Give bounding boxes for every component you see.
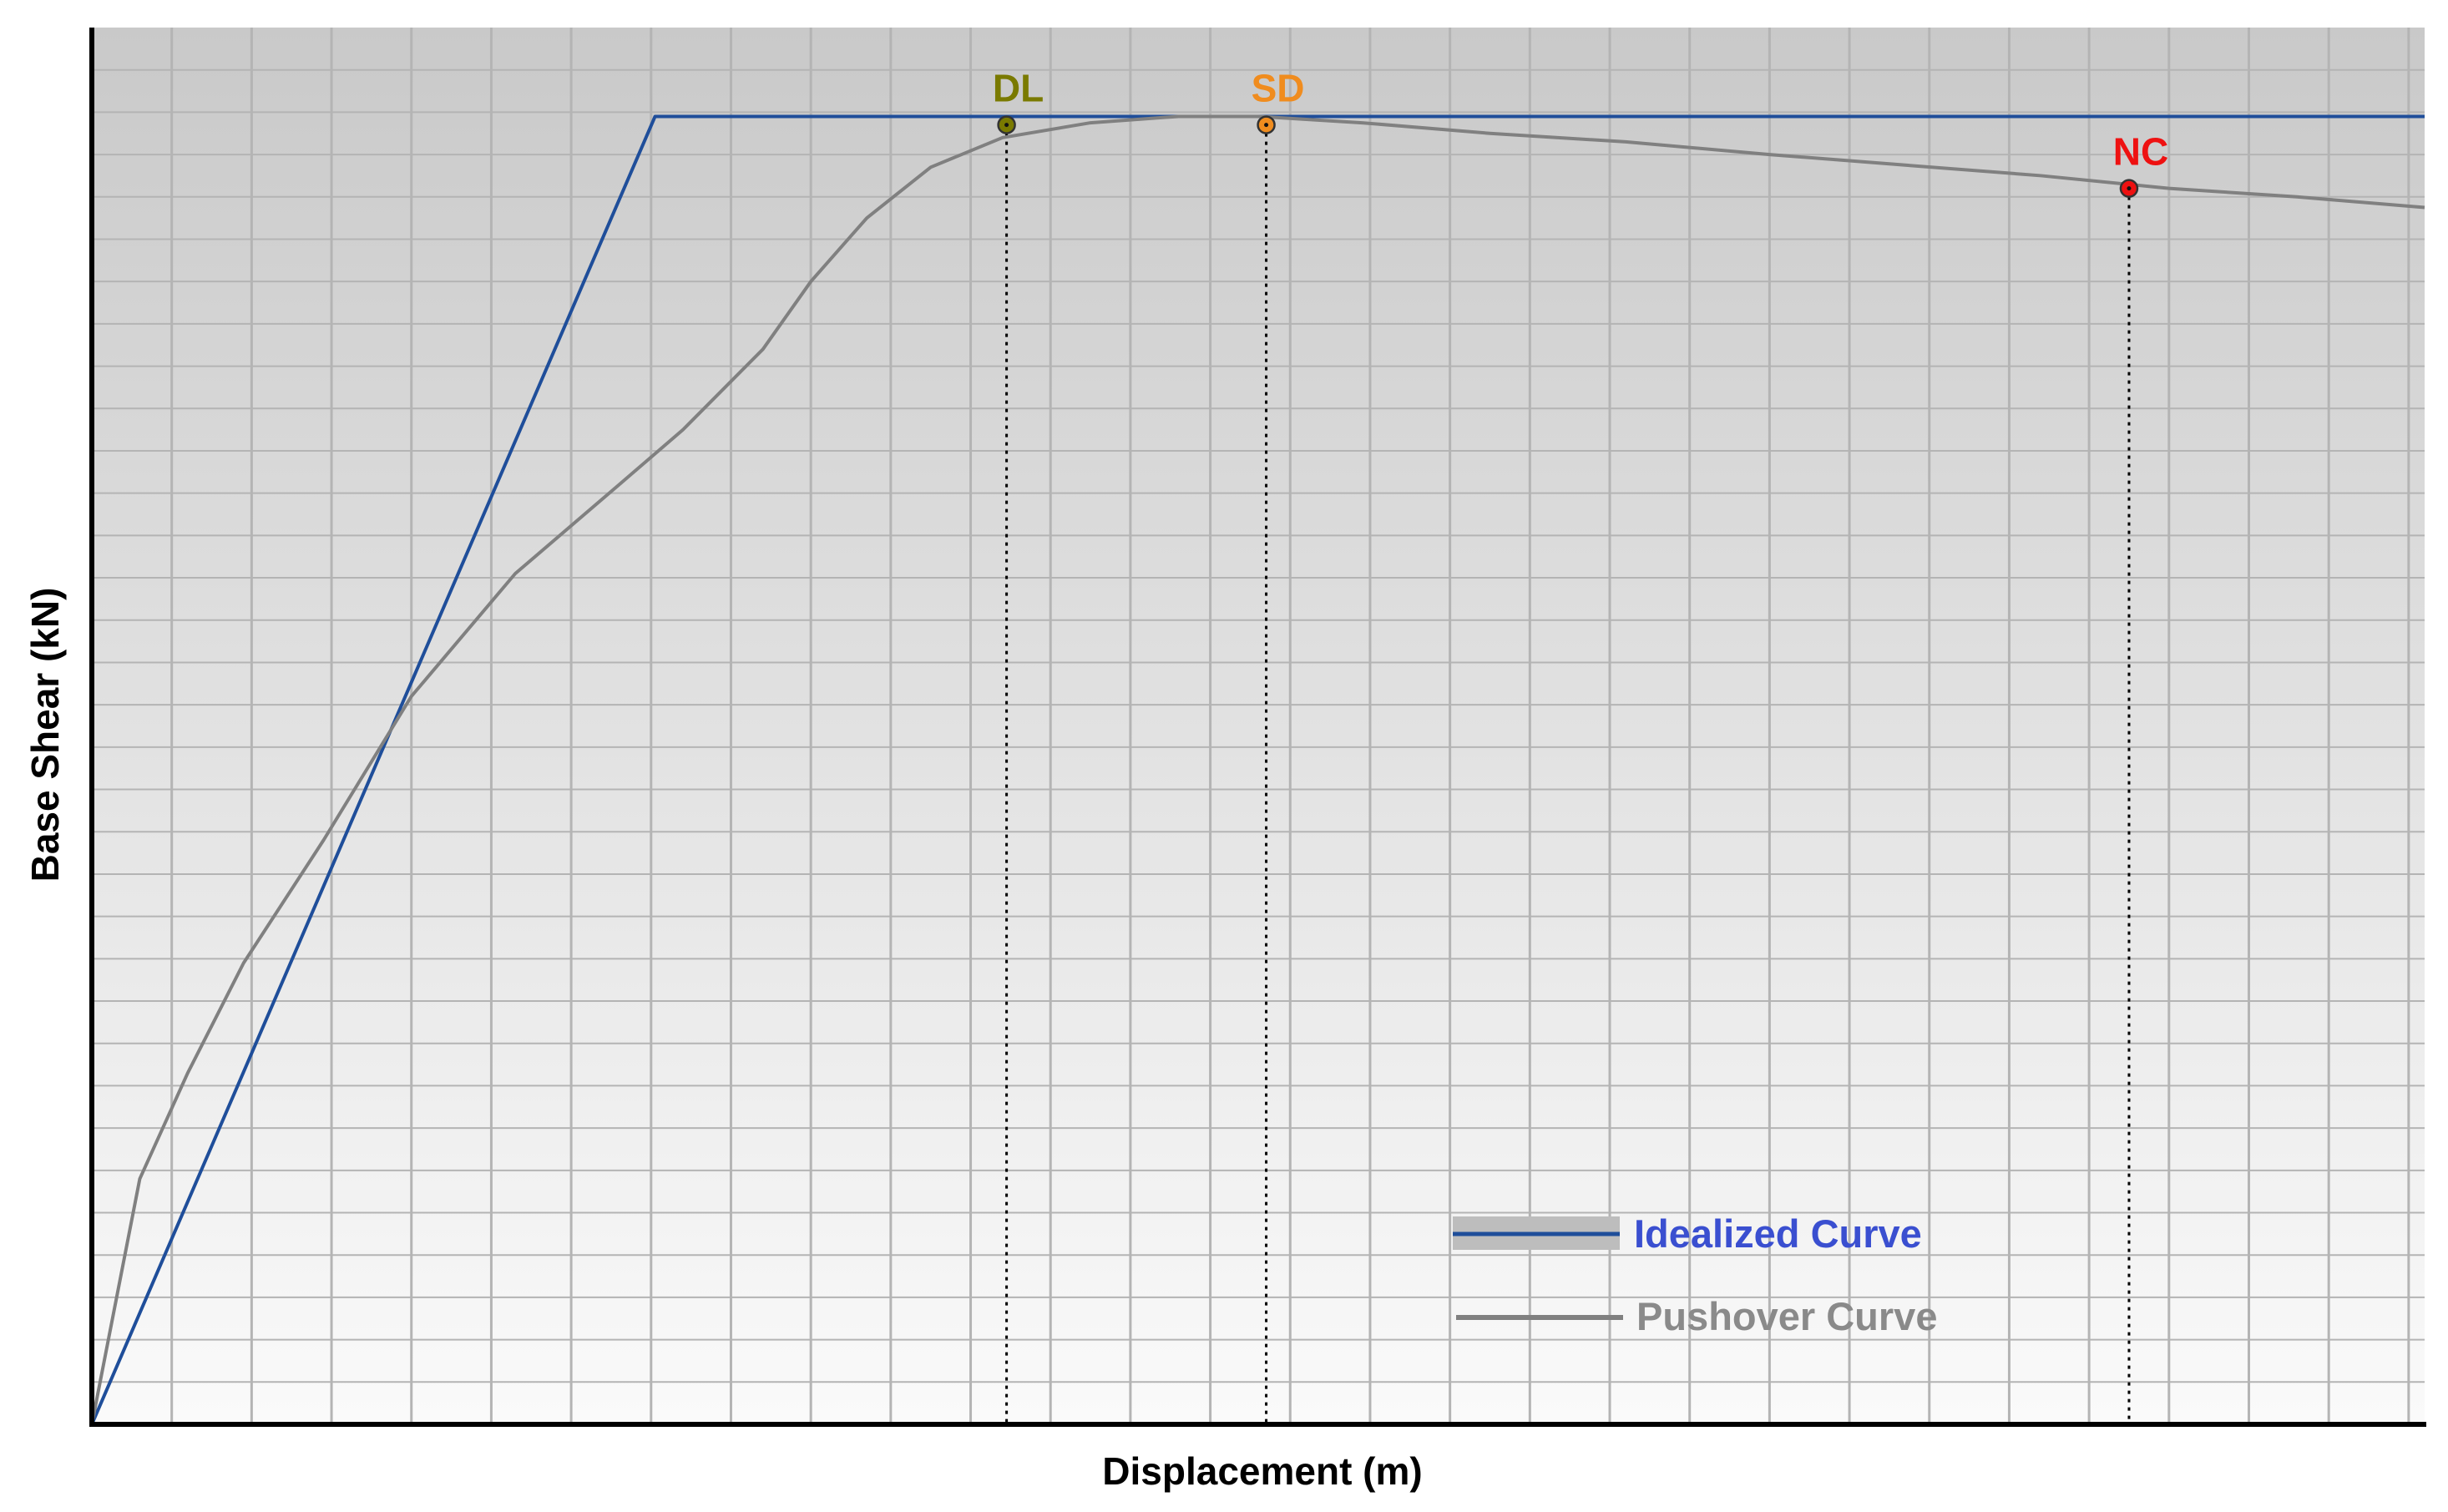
point-marker-center-dl: [1004, 123, 1009, 128]
legend-label-idealized: Idealized Curve: [1634, 1211, 1922, 1256]
point-label-nc: NC: [2113, 130, 2168, 174]
performance-points: DL SD NC: [993, 67, 2168, 198]
point-label-sd: SD: [1252, 67, 1305, 110]
legend-label-pushover: Pushover Curve: [1636, 1294, 1937, 1338]
series-lines: [90, 114, 2425, 1425]
legend: Idealized Curve Pushover Curve: [1453, 1211, 1937, 1338]
point-marker-center-sd: [1264, 123, 1269, 128]
plot-area-background: [92, 28, 2425, 1424]
grid-lines: [92, 28, 2425, 1424]
axes: [89, 28, 2426, 1427]
point-marker-center-nc: [2127, 186, 2132, 191]
series-line-pushover-curve: [90, 114, 2425, 1425]
performance-markers: [1005, 124, 2131, 1424]
point-label-dl: DL: [993, 67, 1044, 110]
x-axis-title: Displacement (m): [1102, 1449, 1422, 1493]
y-axis-title: Base Shear (kN): [23, 588, 67, 882]
series-line-idealized-curve: [90, 114, 2425, 1425]
